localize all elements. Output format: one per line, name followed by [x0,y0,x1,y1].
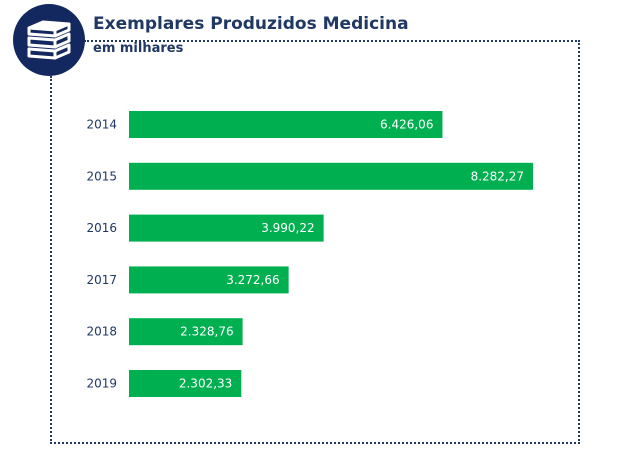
header-badge [13,4,85,76]
category-label-2016: 2016 [86,221,117,235]
frame-left-border [50,76,52,444]
value-label-2019: 2.302,33 [179,377,232,391]
chart-subtitle: em milhares [93,41,184,56]
frame-top-border [84,40,580,42]
value-label-2015: 8.282,27 [471,169,524,183]
bar-2018 [129,318,243,346]
chart-title: Exemplares Produzidos Medicina [93,14,409,34]
value-label-2017: 3.272,66 [226,273,279,287]
books-stack-icon [27,20,71,60]
value-label-2018: 2.328,76 [180,325,233,339]
category-label-2017: 2017 [86,273,117,287]
bar-2016 [129,214,324,242]
category-label-2018: 2018 [86,325,117,339]
value-label-2014: 6.426,06 [380,118,433,132]
frame-bottom-border [50,442,580,444]
category-label-2019: 2019 [86,377,117,391]
bar-2014 [129,111,443,138]
value-label-2016: 3.990,22 [261,221,314,235]
bar-2015 [129,162,533,190]
bar-2017 [129,266,289,294]
frame-right-border [578,40,580,444]
category-label-2015: 2015 [86,169,117,183]
category-label-2014: 2014 [86,118,117,132]
bar-2019 [129,370,242,397]
